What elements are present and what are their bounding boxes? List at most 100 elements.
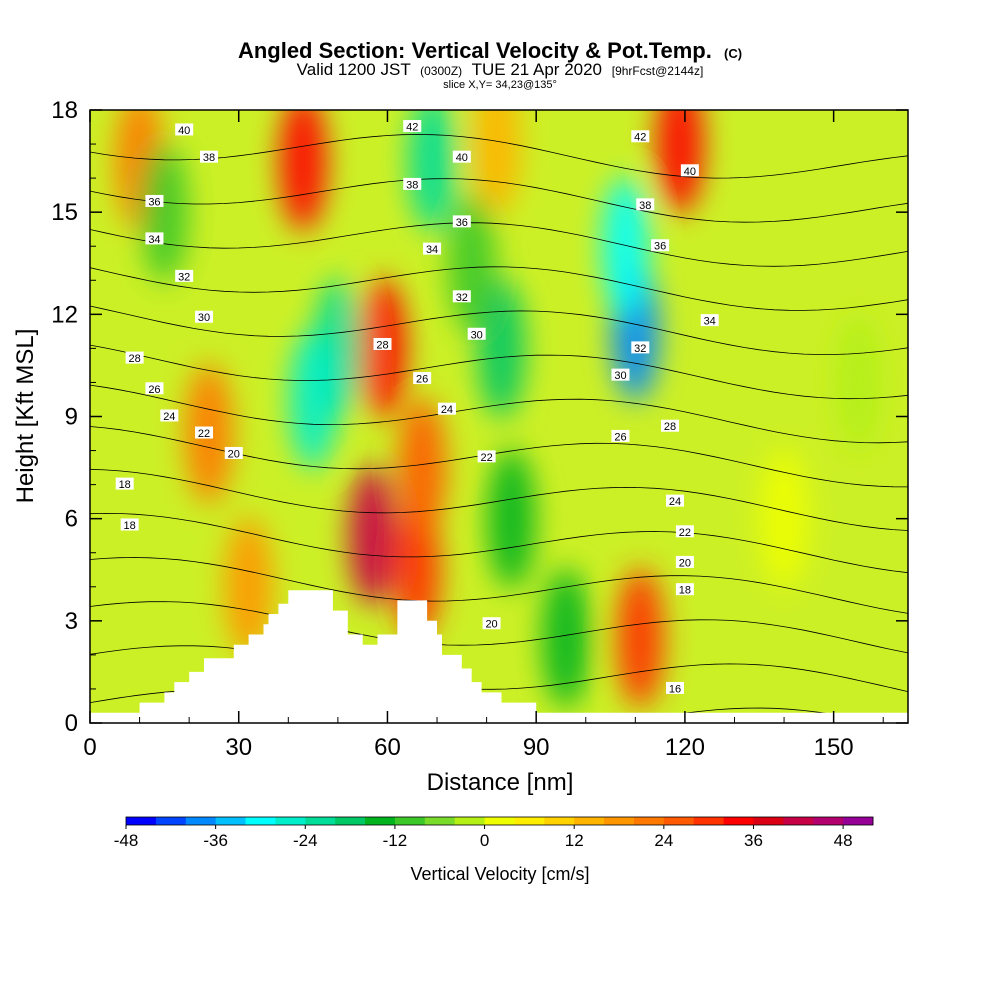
- contour-label: 38: [639, 200, 651, 212]
- y-tick-label: 9: [65, 404, 78, 431]
- contour-label-bg: [452, 215, 471, 228]
- contour-label: 26: [148, 384, 160, 396]
- contour-label: 32: [634, 343, 646, 355]
- contour-label: 40: [684, 166, 696, 178]
- valid-time-line: Valid 1200 JST (0300Z) TUE 21 Apr 2020 […: [297, 60, 704, 79]
- contour-label: 38: [406, 179, 418, 191]
- contour-label-bg: [665, 681, 684, 694]
- colorbar-tick-label: -24: [293, 831, 318, 850]
- chart-title: Angled Section: Vertical Velocity & Pot.…: [238, 38, 742, 63]
- velocity-cell: [140, 142, 189, 283]
- theta-contour-40: [90, 178, 908, 223]
- contour-label-bg: [611, 368, 630, 381]
- contour-labels: 40 38 36 34 32 30 28 26 24 22 20 18 18 42 40 38 36 34 32 30…: [115, 120, 719, 695]
- contour-label: 26: [416, 374, 428, 386]
- theta-contour-22: [90, 557, 908, 614]
- contour-label: 22: [480, 452, 492, 464]
- title-block: Angled Section: Vertical Velocity & Pot.…: [238, 38, 742, 91]
- copyright-mark: (C): [724, 46, 742, 61]
- contour-label-bg: [675, 525, 694, 538]
- theta-contour-24: [90, 512, 908, 574]
- colorbar-swatch: [753, 817, 784, 825]
- x-tick-label: 90: [523, 734, 550, 761]
- velocity-cell: [655, 110, 704, 215]
- x-tick-label: 0: [83, 734, 96, 761]
- x-tick-label: 60: [374, 734, 401, 761]
- colorbar-swatch: [275, 817, 306, 825]
- contour-label-bg: [224, 446, 243, 459]
- velocity-cell: [616, 567, 665, 708]
- y-tick-label: 12: [51, 301, 78, 328]
- velocity-cell: [472, 110, 521, 215]
- velocity-cell: [279, 110, 328, 232]
- valid-time-date: TUE 21 Apr 2020: [472, 60, 602, 79]
- contour-label: 34: [148, 234, 160, 246]
- contour-label-bg: [661, 419, 680, 432]
- colorbar-swatch: [574, 817, 605, 825]
- contour-label: 20: [485, 619, 497, 631]
- y-tick-label: 18: [51, 97, 78, 124]
- colorbar-swatch: [723, 817, 754, 825]
- contour-label-bg: [482, 617, 501, 630]
- contour-label: 20: [228, 448, 240, 460]
- colorbar-swatch: [544, 817, 575, 825]
- contour-label-bg: [437, 402, 456, 415]
- colorbar-swatch: [245, 817, 276, 825]
- contour-label: 24: [163, 411, 175, 423]
- colorbar-swatch: [514, 817, 545, 825]
- y-tick-label: 15: [51, 199, 78, 226]
- contour-label: 32: [456, 292, 468, 304]
- colorbar: -48 -36 -24 -12 0 12 24 36 48: [114, 816, 874, 850]
- y-tick-label: 3: [65, 608, 78, 635]
- contour-label-bg: [631, 130, 650, 143]
- contour-label: 26: [614, 431, 626, 443]
- theta-contour-34: [90, 305, 908, 355]
- contour-label-bg: [145, 382, 164, 395]
- colorbar-swatch: [484, 817, 515, 825]
- contour-label-bg: [145, 232, 164, 245]
- contour-label: 42: [634, 132, 646, 144]
- colorbar-tick-label: 36: [744, 831, 763, 850]
- colorbar-swatch: [604, 817, 635, 825]
- velocity-cell: [760, 448, 809, 589]
- contour-label: 42: [406, 122, 418, 134]
- colorbar-swatch: [813, 817, 844, 825]
- colorbar-swatch: [633, 817, 665, 825]
- contour-label: 40: [178, 125, 190, 137]
- contour-label-bg: [403, 120, 422, 133]
- velocity-cell: [348, 465, 397, 606]
- colorbar-swatch: [215, 817, 247, 825]
- contour-label-bg: [611, 429, 630, 442]
- colorbar-swatch: [424, 817, 456, 825]
- theta-contour-26: [90, 468, 908, 531]
- contour-label-bg: [452, 290, 471, 303]
- colorbar-tick-label: -12: [383, 831, 408, 850]
- contour-label-bg: [467, 327, 486, 340]
- plot-area: 40 38 36 34 32 30 28 26 24 22 20 18 18 42 40 38 36 34 32 30…: [90, 110, 908, 723]
- velocity-cell: [477, 278, 526, 419]
- contour-label: 22: [679, 527, 691, 539]
- valid-time-utc: (0300Z): [420, 64, 462, 78]
- contour-label: 40: [456, 152, 468, 164]
- velocity-cell: [408, 110, 457, 232]
- velocity-cell: [398, 397, 447, 538]
- contour-label-bg: [373, 337, 392, 350]
- x-tick-label: 30: [225, 734, 252, 761]
- colorbar-swatch: [305, 817, 336, 825]
- colorbar-tick-label: 24: [654, 831, 673, 850]
- theta-contour-30: [90, 384, 908, 444]
- contour-label: 28: [664, 421, 676, 433]
- contour-label-bg: [115, 477, 134, 490]
- potential-temperature-contours: [90, 134, 908, 723]
- contour-label: 30: [198, 312, 210, 324]
- forecast-info: [9hrFcst@2144z]: [612, 64, 704, 78]
- valid-time-prefix: Valid 1200 JST: [297, 60, 411, 79]
- velocity-cell: [224, 516, 273, 657]
- terrain-mask: [90, 590, 908, 723]
- velocity-cell: [834, 312, 883, 453]
- colorbar-swatch: [126, 817, 157, 825]
- y-axis-label: Height [Kft MSL]: [12, 329, 39, 504]
- colorbar-swatch: [663, 817, 695, 825]
- colorbar-swatch: [155, 817, 187, 825]
